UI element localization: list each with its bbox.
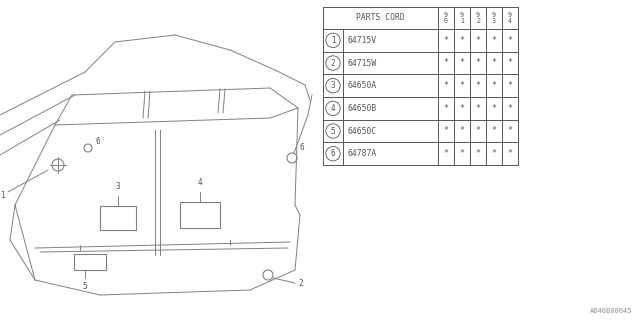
Text: *: * — [460, 81, 465, 90]
Text: *: * — [492, 36, 497, 45]
Text: *: * — [508, 149, 513, 158]
Text: 5: 5 — [83, 282, 87, 291]
Text: *: * — [460, 149, 465, 158]
Text: A646B00045: A646B00045 — [589, 308, 632, 314]
Text: 9
0: 9 0 — [444, 12, 448, 24]
Text: 5: 5 — [331, 126, 335, 135]
Text: *: * — [492, 59, 497, 68]
Text: *: * — [460, 59, 465, 68]
Text: PARTS CORD: PARTS CORD — [356, 13, 405, 22]
Text: *: * — [444, 36, 449, 45]
Text: *: * — [444, 149, 449, 158]
Text: *: * — [460, 36, 465, 45]
Text: 9
3: 9 3 — [492, 12, 496, 24]
Text: *: * — [444, 126, 449, 135]
Text: *: * — [492, 104, 497, 113]
Text: 9
1: 9 1 — [460, 12, 464, 24]
Text: *: * — [508, 36, 513, 45]
Text: 1: 1 — [1, 191, 5, 201]
Text: 6: 6 — [96, 138, 100, 147]
Text: 4: 4 — [198, 178, 202, 187]
Text: *: * — [508, 81, 513, 90]
Text: *: * — [492, 126, 497, 135]
Text: 64715W: 64715W — [347, 59, 376, 68]
Text: *: * — [444, 81, 449, 90]
Text: 3: 3 — [331, 81, 335, 90]
Text: 64650B: 64650B — [347, 104, 376, 113]
Text: 1: 1 — [331, 36, 335, 45]
Text: *: * — [444, 104, 449, 113]
Bar — [180, 202, 220, 228]
Text: *: * — [492, 149, 497, 158]
Text: 6: 6 — [331, 149, 335, 158]
Text: *: * — [460, 104, 465, 113]
Text: 4: 4 — [331, 104, 335, 113]
Text: *: * — [492, 81, 497, 90]
Bar — [100, 206, 136, 230]
Text: *: * — [476, 59, 481, 68]
Text: *: * — [476, 149, 481, 158]
Text: 9
4: 9 4 — [508, 12, 512, 24]
Text: 6: 6 — [299, 143, 303, 153]
Text: *: * — [476, 81, 481, 90]
Text: *: * — [476, 36, 481, 45]
Text: *: * — [460, 126, 465, 135]
Text: 9
2: 9 2 — [476, 12, 480, 24]
Text: 64650C: 64650C — [347, 126, 376, 135]
Text: *: * — [444, 59, 449, 68]
Text: 2: 2 — [331, 59, 335, 68]
Text: 64787A: 64787A — [347, 149, 376, 158]
Text: *: * — [508, 59, 513, 68]
Bar — [74, 254, 106, 270]
Text: *: * — [476, 126, 481, 135]
Text: *: * — [508, 104, 513, 113]
Text: *: * — [476, 104, 481, 113]
Text: 2: 2 — [298, 278, 303, 287]
Text: 3: 3 — [116, 182, 120, 191]
Text: 64715V: 64715V — [347, 36, 376, 45]
Text: 64650A: 64650A — [347, 81, 376, 90]
Text: *: * — [508, 126, 513, 135]
